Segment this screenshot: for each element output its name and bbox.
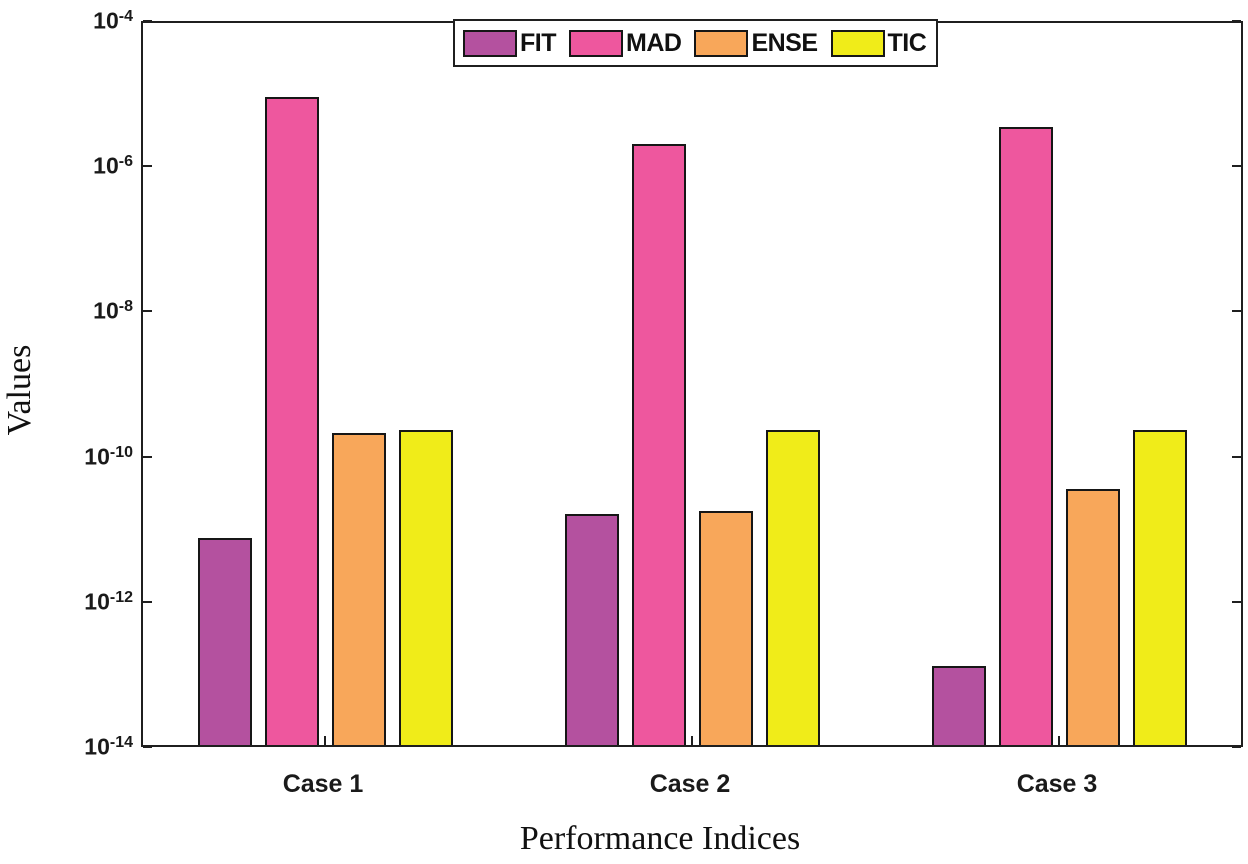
bar-fit-case3 <box>931 666 986 745</box>
y-tick-mark <box>1232 165 1241 168</box>
bar-fit-case1 <box>197 538 252 745</box>
y-tick-label: 10-14 <box>84 733 133 760</box>
y-tick-mark <box>143 20 152 22</box>
y-tick-mark <box>1232 310 1241 313</box>
x-axis-title: Performance Indices <box>519 820 801 857</box>
x-tick-label: Case 1 <box>282 770 364 798</box>
legend-item-mad: MAD <box>569 28 682 58</box>
y-tick-label: 10-4 <box>93 7 133 34</box>
legend-label: TIC <box>887 28 927 57</box>
x-tick-mark <box>324 736 326 745</box>
y-tick-mark <box>143 310 152 313</box>
bar-tic-case2 <box>765 430 820 745</box>
y-tick-mark <box>1232 600 1241 603</box>
x-tick-label: Case 2 <box>649 770 731 798</box>
y-tick-mark <box>143 746 152 748</box>
legend-swatch-ense <box>694 29 749 57</box>
y-tick-mark <box>1232 455 1241 458</box>
y-axis-title: Values <box>1 344 38 436</box>
y-tick-label: 10-8 <box>93 298 133 325</box>
x-tick-mark <box>691 736 693 745</box>
y-tick-mark <box>143 455 152 458</box>
bar-tic-case1 <box>398 430 453 745</box>
y-tick-label: 10-12 <box>84 588 133 615</box>
legend-label: FIT <box>520 28 557 57</box>
bar-mad-case3 <box>998 126 1053 745</box>
y-tick-mark <box>1232 20 1241 22</box>
legend: FIT MAD ENSE TIC <box>453 19 939 67</box>
y-tick-mark <box>1232 746 1241 748</box>
bar-ense-case1 <box>331 433 386 745</box>
bar-tic-case3 <box>1132 430 1187 745</box>
y-tick-label: 10-6 <box>93 152 133 179</box>
legend-label: MAD <box>626 28 682 57</box>
y-tick-mark <box>143 165 152 168</box>
legend-item-tic: TIC <box>830 28 927 58</box>
bar-mad-case1 <box>264 96 319 745</box>
y-tick-label: 10-10 <box>84 443 133 470</box>
bar-ense-case2 <box>698 510 753 745</box>
y-tick-mark <box>143 600 152 603</box>
plot-area <box>141 20 1243 748</box>
bar-ense-case3 <box>1065 488 1120 745</box>
legend-item-fit: FIT <box>463 28 557 58</box>
x-tick-label: Case 3 <box>1016 770 1098 798</box>
legend-item-ense: ENSE <box>694 28 818 58</box>
legend-label: ENSE <box>751 28 818 57</box>
legend-swatch-mad <box>569 29 623 57</box>
legend-swatch-fit <box>463 29 517 57</box>
bar-fit-case2 <box>564 514 619 745</box>
x-tick-mark <box>1058 736 1060 745</box>
bar-mad-case2 <box>631 144 686 745</box>
legend-swatch-tic <box>830 29 885 57</box>
